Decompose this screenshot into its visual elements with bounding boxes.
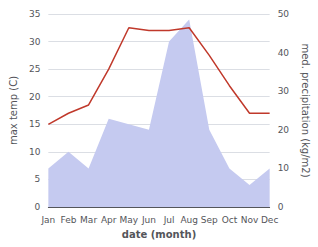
svg-text:Apr: Apr bbox=[101, 215, 117, 225]
svg-text:50: 50 bbox=[278, 9, 290, 19]
svg-text:max temp (C): max temp (C) bbox=[8, 76, 19, 145]
svg-text:Jul: Jul bbox=[163, 215, 175, 225]
svg-text:30: 30 bbox=[29, 37, 41, 47]
svg-text:Oct: Oct bbox=[222, 215, 238, 225]
svg-text:date (month): date (month) bbox=[122, 229, 196, 240]
svg-text:35: 35 bbox=[29, 9, 40, 19]
svg-text:15: 15 bbox=[29, 119, 40, 129]
svg-text:Nov: Nov bbox=[241, 215, 259, 225]
svg-text:20: 20 bbox=[29, 92, 41, 102]
svg-text:Feb: Feb bbox=[61, 215, 77, 225]
svg-text:10: 10 bbox=[278, 163, 290, 173]
svg-text:20: 20 bbox=[278, 125, 290, 135]
svg-text:Jun: Jun bbox=[141, 215, 156, 225]
svg-text:40: 40 bbox=[278, 48, 290, 58]
svg-text:Jan: Jan bbox=[40, 215, 55, 225]
svg-text:Aug: Aug bbox=[180, 215, 198, 225]
svg-text:med. precipitation (kg/m2): med. precipitation (kg/m2) bbox=[300, 43, 311, 177]
svg-text:Sep: Sep bbox=[201, 215, 218, 225]
svg-text:25: 25 bbox=[29, 64, 40, 74]
svg-text:May: May bbox=[120, 215, 139, 225]
svg-text:30: 30 bbox=[278, 86, 290, 96]
svg-text:Mar: Mar bbox=[80, 215, 97, 225]
svg-text:5: 5 bbox=[35, 174, 41, 184]
svg-text:10: 10 bbox=[29, 147, 41, 157]
svg-text:Dec: Dec bbox=[261, 215, 278, 225]
svg-text:0: 0 bbox=[278, 202, 284, 212]
svg-text:0: 0 bbox=[35, 202, 41, 212]
